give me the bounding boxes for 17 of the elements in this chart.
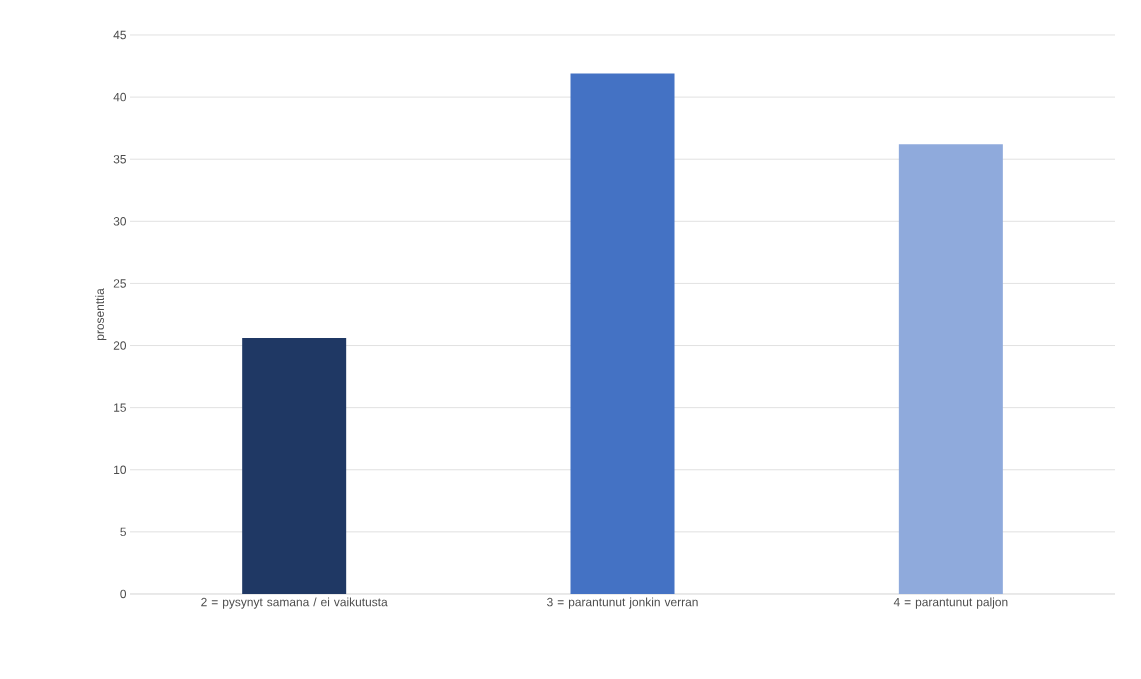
y-tick-label: 45 xyxy=(113,30,126,40)
y-tick-label: 5 xyxy=(120,527,126,537)
x-tick-label: 3 = parantunut jonkin verran xyxy=(547,597,698,609)
y-tick-label: 35 xyxy=(113,154,126,164)
y-tick-label: 0 xyxy=(120,589,127,599)
bar xyxy=(242,338,347,594)
y-tick-label: 10 xyxy=(114,465,127,474)
bar xyxy=(570,73,675,594)
y-tick-label: 15 xyxy=(114,403,126,412)
y-axis-title: prosenttia xyxy=(95,288,107,340)
y-tick-label: 20 xyxy=(113,341,127,350)
x-tick-label: 4 = parantunut paljon xyxy=(893,597,1008,609)
bar xyxy=(898,144,1003,594)
x-tick-label: 2 = pysynyt samana / ei vaikutusta xyxy=(201,597,388,609)
y-tick-label: 25 xyxy=(113,279,126,288)
y-tick-label: 30 xyxy=(113,217,127,226)
y-tick-label: 40 xyxy=(113,92,127,102)
